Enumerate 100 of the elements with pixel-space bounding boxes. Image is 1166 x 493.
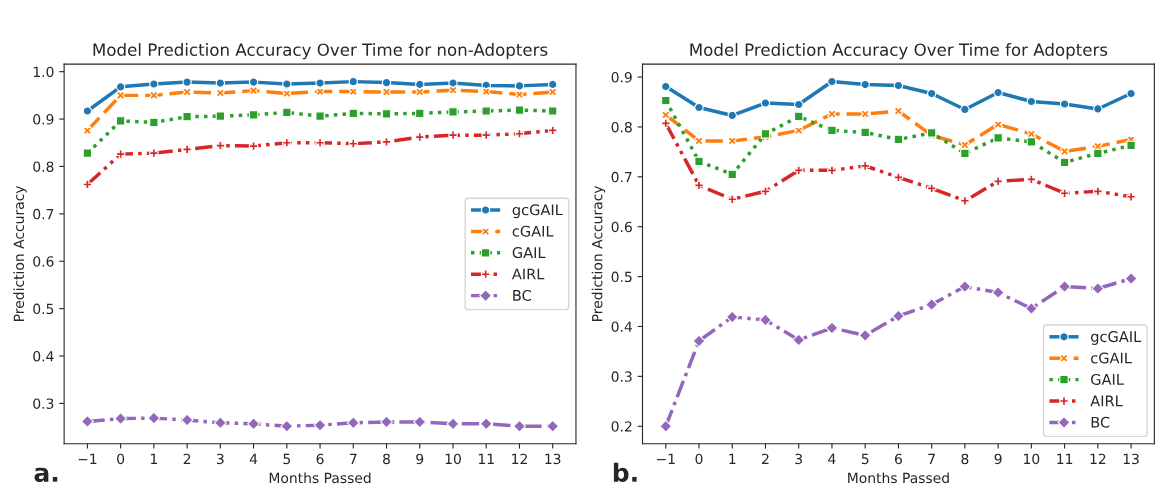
x-axis-title: Months Passed — [269, 472, 371, 484]
point — [348, 76, 359, 87]
y-tick-label: 0.4 — [611, 321, 632, 332]
point — [891, 309, 905, 323]
x-tick-label: 9 — [416, 453, 424, 465]
point — [313, 418, 327, 432]
point — [1124, 272, 1138, 286]
point — [248, 77, 259, 87]
y-tick-label: 0.9 — [611, 72, 632, 83]
point — [282, 138, 292, 148]
point — [760, 98, 771, 108]
point — [858, 329, 872, 342]
point — [661, 110, 671, 120]
y-tick-label: 0.2 — [611, 421, 632, 432]
point — [1093, 104, 1103, 114]
text: b. — [613, 462, 637, 483]
point — [692, 334, 706, 348]
point — [481, 130, 491, 140]
point — [348, 86, 359, 97]
x-tick-label: 8 — [961, 453, 969, 465]
x-tick-label: 3 — [795, 453, 803, 465]
chart-title: Model Prediction Accuracy Over Time for non-Adopters — [93, 43, 548, 60]
y-tick-label: 0.6 — [33, 256, 54, 267]
point — [827, 109, 837, 119]
y-tick-label: 1.0 — [33, 66, 54, 78]
point — [727, 136, 737, 146]
point — [448, 130, 458, 140]
point — [315, 138, 325, 148]
x-tick-label: 1 — [150, 453, 157, 464]
point — [546, 419, 560, 433]
point — [991, 286, 1005, 300]
x-tick-label: 3 — [216, 453, 224, 465]
point — [860, 161, 870, 171]
point — [149, 79, 159, 89]
point — [513, 419, 526, 433]
point — [446, 417, 460, 431]
point — [958, 280, 972, 294]
point — [792, 333, 806, 347]
x-tick-label: 4 — [249, 453, 258, 464]
point — [282, 79, 292, 89]
point — [893, 80, 904, 91]
y-tick-label: 0.9 — [33, 114, 54, 125]
point — [793, 99, 804, 110]
point — [315, 78, 325, 88]
legend-label: gcGAIL — [512, 204, 563, 219]
x-tick-label: 2 — [762, 453, 769, 464]
point — [448, 107, 458, 117]
point — [727, 194, 737, 204]
x-tick-label: 10 — [1024, 453, 1040, 465]
point — [82, 106, 93, 116]
point — [1126, 192, 1136, 202]
point — [925, 298, 939, 311]
point — [960, 196, 970, 206]
point — [860, 109, 870, 119]
chart-title: Model Prediction Accuracy Over Time for Adopters — [690, 43, 1108, 60]
point — [481, 106, 491, 116]
point — [114, 412, 128, 426]
point — [993, 119, 1003, 130]
point — [759, 313, 772, 327]
point — [481, 86, 491, 97]
point — [547, 87, 558, 97]
point — [147, 411, 161, 425]
point — [448, 85, 458, 95]
point — [381, 137, 392, 147]
y-tick-label: 0.3 — [33, 398, 54, 409]
point — [248, 110, 259, 120]
point — [149, 148, 159, 158]
legend-label: GAIL — [512, 247, 546, 259]
point — [315, 86, 325, 97]
x-tick-label: 11 — [478, 453, 494, 464]
point — [80, 414, 94, 428]
y-axis-title: Prediction Accuracy — [13, 185, 27, 321]
point — [514, 105, 525, 115]
x-tick-label: 0 — [695, 453, 703, 465]
y-tick-label: 0.3 — [611, 371, 632, 382]
point — [213, 416, 227, 430]
point — [1059, 99, 1070, 109]
point — [413, 415, 427, 429]
point — [1026, 129, 1037, 139]
point — [415, 87, 425, 97]
x-tick-label: 8 — [383, 453, 390, 465]
point — [315, 111, 325, 121]
x-tick-label: 2 — [183, 453, 191, 464]
point — [149, 90, 159, 101]
y-tick-label: 0.7 — [611, 171, 632, 183]
x-tick-label: 13 — [1123, 453, 1139, 465]
y-tick-label: 0.4 — [33, 350, 54, 362]
point — [727, 110, 737, 121]
point — [180, 413, 194, 427]
point — [115, 149, 126, 159]
point — [280, 419, 294, 433]
point — [215, 111, 226, 121]
point — [661, 81, 671, 92]
x-tick-label: 1 — [729, 453, 736, 464]
point — [694, 102, 704, 113]
legend-label: gcGAIL — [1091, 331, 1142, 345]
point — [1026, 96, 1037, 107]
point — [215, 88, 226, 98]
point — [248, 141, 259, 151]
legend-label: AIRL — [1090, 395, 1123, 407]
